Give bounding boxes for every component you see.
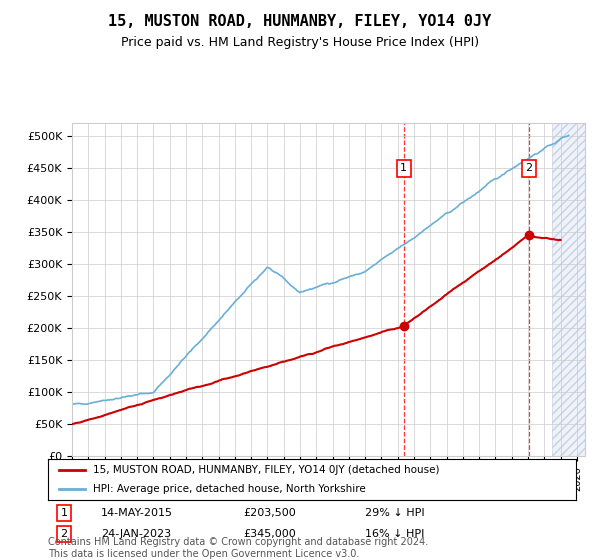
- Text: 1: 1: [400, 163, 407, 173]
- Text: 29% ↓ HPI: 29% ↓ HPI: [365, 508, 424, 518]
- Bar: [553, 123, 585, 456]
- Text: 16% ↓ HPI: 16% ↓ HPI: [365, 529, 424, 539]
- Text: HPI: Average price, detached house, North Yorkshire: HPI: Average price, detached house, Nort…: [93, 484, 365, 494]
- Text: 1: 1: [61, 508, 67, 518]
- Text: 2: 2: [60, 529, 67, 539]
- Text: £203,500: £203,500: [244, 508, 296, 518]
- Text: 24-JAN-2023: 24-JAN-2023: [101, 529, 171, 539]
- Text: £345,000: £345,000: [244, 529, 296, 539]
- Text: 15, MUSTON ROAD, HUNMANBY, FILEY, YO14 0JY: 15, MUSTON ROAD, HUNMANBY, FILEY, YO14 0…: [109, 14, 491, 29]
- Text: 15, MUSTON ROAD, HUNMANBY, FILEY, YO14 0JY (detached house): 15, MUSTON ROAD, HUNMANBY, FILEY, YO14 0…: [93, 465, 439, 475]
- Text: Contains HM Land Registry data © Crown copyright and database right 2024.
This d: Contains HM Land Registry data © Crown c…: [48, 537, 428, 559]
- Text: Price paid vs. HM Land Registry's House Price Index (HPI): Price paid vs. HM Land Registry's House …: [121, 36, 479, 49]
- Text: 2: 2: [526, 163, 533, 173]
- Text: 14-MAY-2015: 14-MAY-2015: [101, 508, 173, 518]
